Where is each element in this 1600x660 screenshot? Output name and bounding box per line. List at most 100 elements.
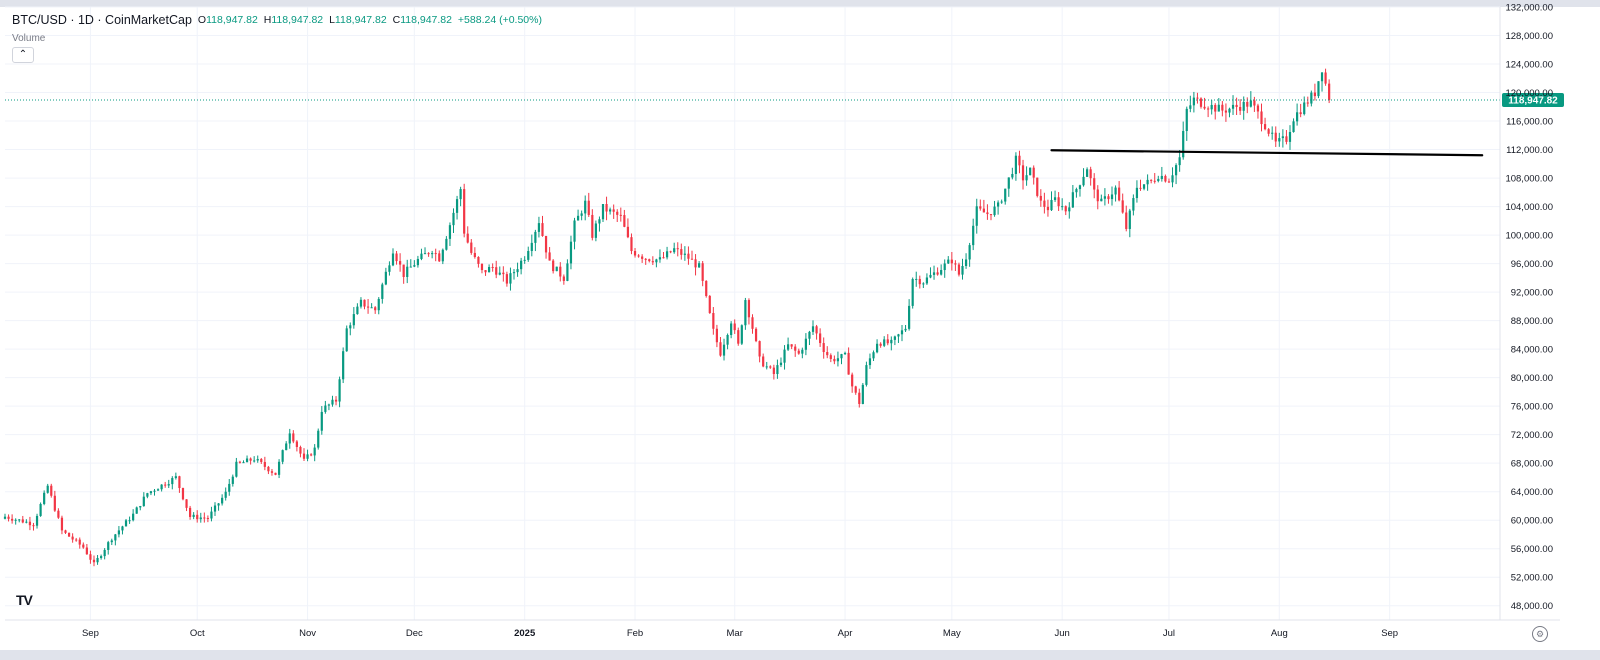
candle-body: [641, 256, 644, 259]
settings-icon[interactable]: ⚙: [1532, 626, 1548, 642]
candle-body: [263, 461, 266, 467]
candle-body: [210, 511, 213, 519]
candle-body: [299, 447, 302, 454]
candle-body: [402, 264, 405, 277]
candle-body: [1285, 136, 1288, 142]
tradingview-logo[interactable]: TV: [16, 592, 33, 608]
candle-body: [107, 542, 110, 550]
candle-body: [374, 307, 377, 311]
candle-body: [302, 453, 306, 459]
candle-body: [64, 530, 67, 533]
candle-body: [480, 263, 484, 271]
x-tick-label: Oct: [190, 628, 205, 639]
candle-body: [82, 544, 85, 548]
y-tick-label: 60,000.00: [1511, 516, 1553, 527]
y-tick-label: 132,000.00: [1505, 3, 1553, 14]
candle-body: [555, 266, 558, 272]
candle-body: [267, 466, 270, 472]
candle-body: [43, 492, 46, 504]
candle-body: [794, 346, 797, 351]
candle-body: [1110, 194, 1114, 200]
candle-body: [1157, 178, 1160, 182]
candle-body: [544, 235, 548, 253]
candle-body: [1288, 132, 1292, 142]
candle-body: [776, 365, 779, 375]
candle-body: [1214, 104, 1217, 112]
candle-body: [754, 328, 758, 342]
candle-body: [1271, 132, 1274, 134]
candle-body: [50, 485, 53, 496]
volume-label[interactable]: Volume: [12, 33, 46, 44]
candle-body: [669, 251, 672, 253]
candle-body: [146, 493, 149, 497]
candle-body: [1142, 184, 1146, 189]
candle-body: [879, 343, 882, 346]
candle-body: [512, 272, 516, 274]
candle-body: [274, 472, 277, 475]
candle-body: [619, 214, 622, 216]
candle-body: [886, 339, 889, 344]
candle-body: [1231, 104, 1235, 109]
candle-body: [530, 242, 533, 252]
x-tick-label: Sep: [1381, 628, 1398, 639]
candle-body: [648, 259, 651, 262]
candle-body: [851, 374, 854, 387]
candle-body: [128, 520, 131, 522]
candle-body: [537, 223, 541, 232]
candle-body: [950, 259, 953, 264]
candle-body: [196, 514, 199, 520]
candle-body: [612, 209, 615, 212]
high-value: 118,947.82: [271, 14, 324, 26]
candle-body: [1053, 197, 1057, 200]
x-tick-label: May: [943, 628, 961, 639]
candle-body: [427, 253, 430, 255]
candle-body: [658, 257, 662, 260]
candle-body: [1029, 167, 1032, 176]
candle-body: [655, 259, 658, 263]
ohlc-values: O118,947.82 H118,947.82 L118,947.82 C118…: [198, 14, 542, 26]
candle-body: [915, 278, 918, 280]
candle-body: [1064, 206, 1067, 212]
candle-body: [712, 313, 715, 329]
candle-body: [819, 333, 822, 344]
candle-body: [1135, 187, 1139, 199]
open-value: 118,947.82: [206, 14, 258, 26]
candle-body: [25, 521, 28, 523]
candle-body: [156, 489, 160, 491]
y-tick-label: 48,000.00: [1511, 601, 1553, 612]
x-tick-label: 2025: [514, 628, 536, 639]
candle-body: [527, 251, 530, 260]
candle-body: [370, 307, 373, 309]
candle-body: [121, 526, 124, 531]
candle-body: [690, 258, 694, 260]
candle-body: [7, 516, 10, 519]
candle-body: [1328, 83, 1331, 101]
candle-body: [92, 559, 96, 563]
candle-body: [260, 459, 263, 462]
candle-body: [1303, 102, 1306, 115]
candle-body: [673, 248, 676, 253]
candle-body: [1313, 92, 1317, 97]
high-label: H: [263, 14, 272, 26]
close-label: C: [392, 14, 401, 26]
candle-body: [1253, 100, 1256, 106]
symbol-title[interactable]: BTC/USD · 1D · CoinMarketCap: [12, 13, 192, 27]
candle-body: [918, 278, 921, 285]
candle-body: [964, 259, 968, 266]
candle-body: [345, 328, 348, 352]
candle-body: [75, 539, 78, 541]
candle-body: [306, 454, 309, 459]
candle-body: [1132, 198, 1135, 211]
candle-body: [71, 536, 74, 540]
candle-body: [630, 237, 633, 252]
candle-body: [1021, 165, 1025, 181]
candle-body: [188, 507, 192, 517]
candle-body: [217, 503, 220, 506]
candle-body: [740, 325, 743, 344]
candle-body: [847, 352, 850, 375]
collapse-legend-button[interactable]: ⌃: [12, 47, 34, 63]
candle-body: [601, 204, 605, 220]
candle-body: [46, 485, 49, 493]
candle-body: [253, 460, 256, 462]
